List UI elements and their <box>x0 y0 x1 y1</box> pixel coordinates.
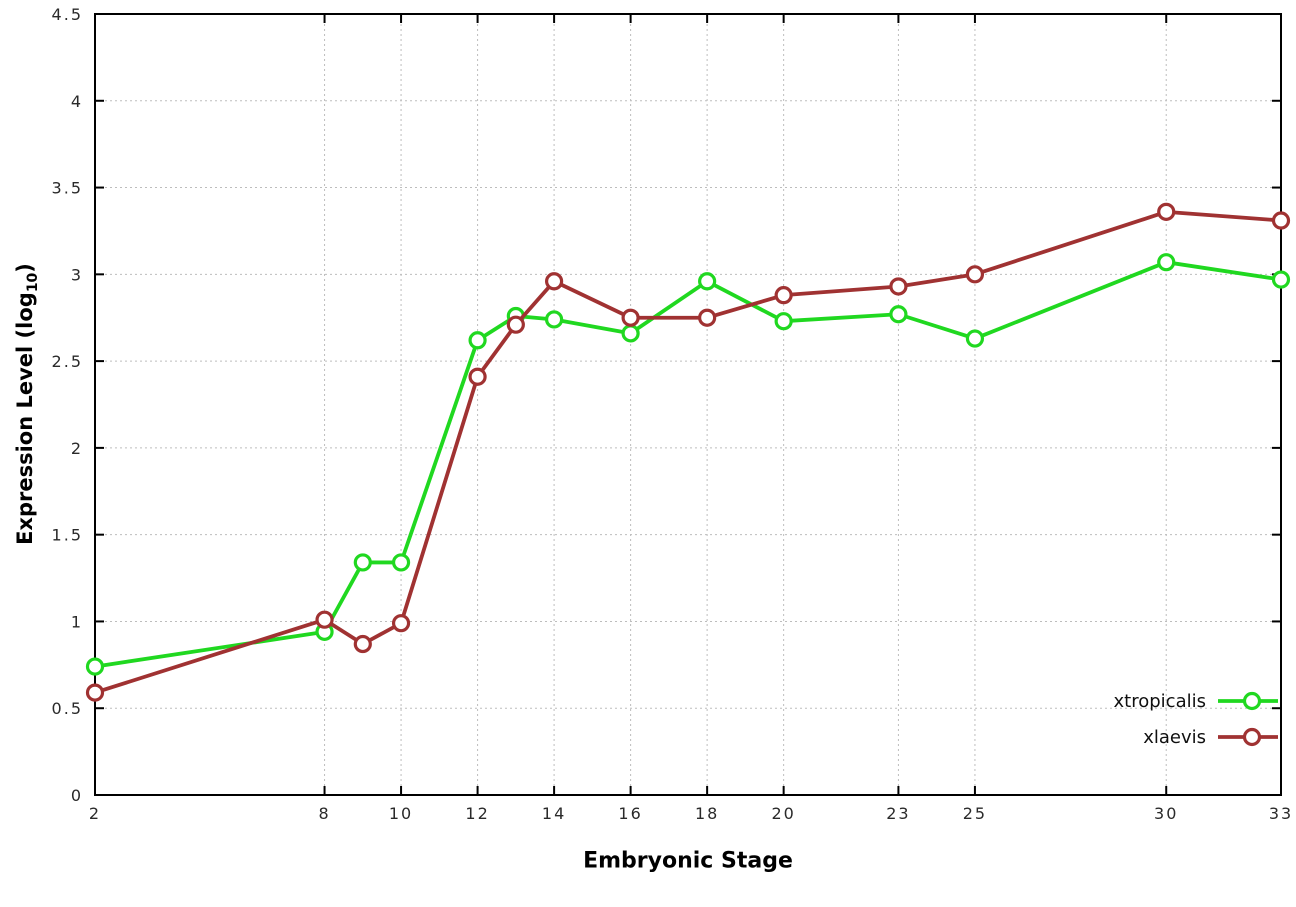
series-marker-xlaevis <box>965 265 985 284</box>
series-marker-xlaevis <box>698 308 717 327</box>
series-marker-xtropicalis <box>353 553 372 572</box>
series-line-xlaevis <box>93 209 1283 695</box>
y-axis-title-main: Expression Level (log <box>12 292 37 545</box>
series-marker-xlaevis <box>774 286 793 305</box>
series-marker-xlaevis <box>506 315 525 334</box>
series-marker-xlaevis <box>621 308 640 327</box>
x-axis-title: Embryonic Stage <box>583 848 793 874</box>
x-tick-label: 25 <box>963 804 987 823</box>
series-marker-xlaevis <box>85 683 105 702</box>
series-marker-xlaevis <box>468 367 487 386</box>
x-tick-label: 12 <box>465 804 489 823</box>
series-marker-xtropicalis <box>774 312 793 331</box>
legend-sample-marker-xtropicalis <box>1242 691 1262 711</box>
x-tick-label: 10 <box>389 804 413 823</box>
y-tick-label: 1 <box>71 612 83 631</box>
series-marker-xlaevis <box>315 610 334 629</box>
y-axis-title: Expression Level (log10) <box>13 263 41 545</box>
legend-label-xlaevis: xlaevis <box>1143 727 1206 748</box>
series-marker-xlaevis <box>889 277 908 296</box>
y-axis-title-sub: 10 <box>25 272 42 293</box>
series-marker-xtropicalis <box>468 331 487 350</box>
series-marker-xtropicalis <box>698 272 717 291</box>
y-tick-label: 0.5 <box>52 699 83 718</box>
x-tick-label: 20 <box>771 804 795 823</box>
series-marker-xtropicalis <box>889 305 908 324</box>
series-marker-xlaevis <box>391 614 411 633</box>
y-tick-label: 3.5 <box>52 179 83 198</box>
y-tick-label: 3 <box>71 265 83 284</box>
y-tick-label: 1.5 <box>52 526 83 545</box>
series-marker-xlaevis <box>544 272 564 291</box>
x-tick-label: 18 <box>695 804 719 823</box>
series-marker-xtropicalis <box>544 310 564 329</box>
series-marker-xtropicalis <box>965 329 985 348</box>
series-marker-xlaevis <box>353 634 372 654</box>
y-tick-label: 4.5 <box>52 5 83 24</box>
series-marker-xlaevis <box>1271 211 1291 230</box>
legend-label-xtropicalis: xtropicalis <box>1114 691 1206 712</box>
y-tick-label: 0 <box>71 786 83 805</box>
x-tick-label: 8 <box>318 804 330 823</box>
series-marker-xtropicalis <box>1271 270 1291 289</box>
x-tick-label: 23 <box>886 804 910 823</box>
series-line-xtropicalis <box>93 260 1283 669</box>
x-tick-label: 16 <box>618 804 642 823</box>
series-marker-xtropicalis <box>85 657 105 676</box>
x-tick-label: 2 <box>89 804 101 823</box>
y-tick-label: 2 <box>71 439 83 458</box>
series-marker-xlaevis <box>1157 202 1176 221</box>
y-axis-title-close: ) <box>12 263 37 273</box>
series-marker-xtropicalis <box>621 324 640 343</box>
y-tick-label: 2.5 <box>52 352 83 371</box>
series-marker-xtropicalis <box>1157 253 1176 272</box>
legend-sample-marker-xlaevis <box>1242 727 1262 747</box>
x-tick-label: 14 <box>542 804 566 823</box>
x-tick-label: 33 <box>1269 804 1293 823</box>
y-tick-label: 4 <box>71 92 83 111</box>
series-marker-xtropicalis <box>391 553 411 572</box>
x-tick-label: 30 <box>1154 804 1178 823</box>
plot-border <box>94 13 1282 796</box>
